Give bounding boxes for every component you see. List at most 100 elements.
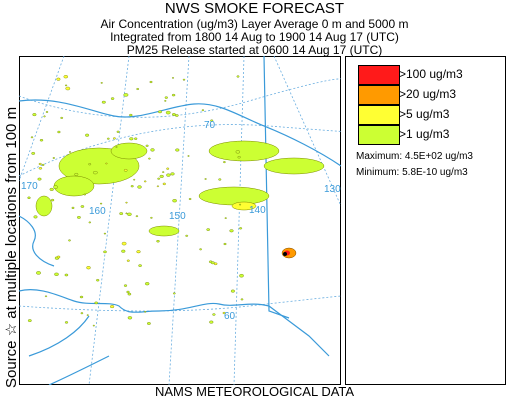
smoke-speck bbox=[126, 290, 130, 294]
smoke-speck bbox=[60, 116, 64, 119]
smoke-speck bbox=[38, 167, 43, 170]
lat-label-70: 70 bbox=[204, 120, 216, 131]
smoke-speck bbox=[150, 148, 155, 152]
smoke-speck bbox=[68, 239, 71, 242]
smoke-speck bbox=[129, 137, 134, 141]
legend-swatch-lime bbox=[358, 125, 400, 145]
smoke-speck bbox=[185, 234, 189, 237]
smoke-speck bbox=[166, 167, 170, 170]
smoke-speck bbox=[57, 130, 61, 134]
smoke-speck bbox=[113, 137, 116, 140]
smoke-speck bbox=[150, 216, 153, 219]
smoke-speck bbox=[165, 110, 171, 115]
smoke-speck bbox=[135, 215, 139, 218]
smoke-speck bbox=[127, 292, 132, 296]
smoke-plumes bbox=[35, 140, 325, 259]
smoke-speck bbox=[43, 115, 46, 118]
smoke-speck bbox=[125, 201, 128, 204]
concentration-subtitle: Air Concentration (ug/m3) Layer Average … bbox=[100, 17, 409, 31]
smoke-speck bbox=[171, 93, 176, 97]
legend-label-100: >100 ug/m3 bbox=[399, 67, 463, 81]
smoke-speck bbox=[239, 203, 242, 206]
plume-far-west bbox=[35, 195, 53, 217]
smoke-speck bbox=[38, 162, 42, 166]
smoke-speck bbox=[223, 242, 227, 246]
lon-label-150: 150 bbox=[169, 211, 186, 222]
smoke-speck bbox=[88, 221, 92, 224]
smoke-speck bbox=[175, 148, 180, 152]
smoke-speck bbox=[74, 173, 79, 176]
smoke-speck bbox=[127, 212, 132, 216]
smoke-speck bbox=[137, 185, 142, 189]
smoke-speck bbox=[134, 137, 138, 140]
smoke-speck bbox=[65, 86, 71, 91]
smoke-speck bbox=[96, 278, 100, 282]
lon-label-140: 140 bbox=[249, 205, 266, 216]
smoke-speck bbox=[86, 266, 91, 270]
lon-line-130 bbox=[273, 56, 341, 207]
smoke-speck bbox=[64, 84, 68, 87]
smoke-speck bbox=[210, 119, 214, 122]
legend-label-1: >1 ug/m3 bbox=[399, 127, 450, 141]
legend-maximum: Maximum: 4.5E+02 ug/m3 bbox=[356, 151, 473, 162]
lon-label-130: 130 bbox=[324, 184, 341, 195]
smoke-speck bbox=[156, 185, 159, 188]
smoke-speck bbox=[64, 273, 69, 277]
smoke-speck bbox=[123, 169, 128, 172]
grid-labels: 170 160 150 140 130 70 60 bbox=[21, 120, 341, 322]
smoke-speck bbox=[86, 314, 89, 316]
smoke-speck bbox=[64, 321, 69, 324]
smoke-speck bbox=[224, 217, 227, 219]
integration-subtitle: Integrated from 1800 14 Aug to 1900 14 A… bbox=[110, 30, 399, 44]
plume-north bbox=[208, 140, 280, 162]
smoke-speck bbox=[31, 152, 36, 155]
smoke-speck bbox=[240, 298, 244, 301]
smoke-speck bbox=[157, 177, 161, 180]
plume-west-2 bbox=[53, 175, 95, 197]
concentration-legend: >100 ug/m3 >20 ug/m3 >5 ug/m3 >1 ug/m3 M… bbox=[345, 56, 506, 385]
smoke-speck bbox=[101, 100, 106, 104]
smoke-speck bbox=[201, 109, 205, 112]
smoke-speck bbox=[146, 322, 151, 325]
smoke-speck bbox=[127, 316, 133, 320]
legend-label-20: >20 ug/m3 bbox=[399, 87, 457, 101]
smoke-speck bbox=[103, 232, 106, 235]
smoke-speck bbox=[79, 295, 84, 299]
smoke-speck bbox=[119, 212, 124, 216]
smoke-speck bbox=[229, 229, 234, 233]
smoke-speck bbox=[52, 157, 55, 159]
smoke-speck bbox=[71, 206, 75, 209]
smoke-speck bbox=[92, 324, 95, 327]
smoke-speck bbox=[143, 180, 147, 183]
graticule bbox=[19, 56, 341, 385]
smoke-speck bbox=[172, 199, 177, 203]
release-subtitle: PM25 Release started at 0600 14 Aug 17 (… bbox=[126, 43, 383, 57]
smoke-speck bbox=[162, 171, 165, 173]
smoke-speck bbox=[36, 271, 41, 275]
smoke-speck bbox=[162, 182, 166, 186]
smoke-speck bbox=[136, 88, 140, 91]
plume-central-core bbox=[231, 201, 257, 211]
plume-central bbox=[198, 186, 270, 206]
smoke-speck bbox=[37, 177, 42, 181]
legend-label-5: >5 ug/m3 bbox=[399, 107, 450, 121]
smoke-speck bbox=[126, 259, 130, 262]
smoke-speck bbox=[94, 301, 98, 305]
smoke-speck bbox=[204, 178, 207, 180]
smoke-speck bbox=[56, 77, 61, 81]
lat-label-60: 60 bbox=[224, 311, 236, 322]
legend-minimum: Minimum: 5.8E-10 ug/m3 bbox=[356, 167, 468, 178]
smoke-speck bbox=[54, 272, 59, 276]
smoke-speck bbox=[100, 82, 103, 84]
smoke-speck bbox=[172, 292, 176, 295]
lon-label-170: 170 bbox=[21, 181, 38, 192]
smoke-speck bbox=[41, 163, 45, 166]
smoke-speck bbox=[123, 93, 129, 97]
smoke-speck bbox=[99, 202, 103, 205]
smoke-speck bbox=[130, 185, 134, 188]
smoke-speck bbox=[138, 264, 142, 267]
smoke-map: 170 160 150 140 130 70 60 bbox=[19, 56, 341, 385]
smoke-speck bbox=[50, 198, 55, 202]
smoke-speck bbox=[239, 227, 243, 230]
legend-row-100: >100 ug/m3 bbox=[358, 65, 503, 85]
